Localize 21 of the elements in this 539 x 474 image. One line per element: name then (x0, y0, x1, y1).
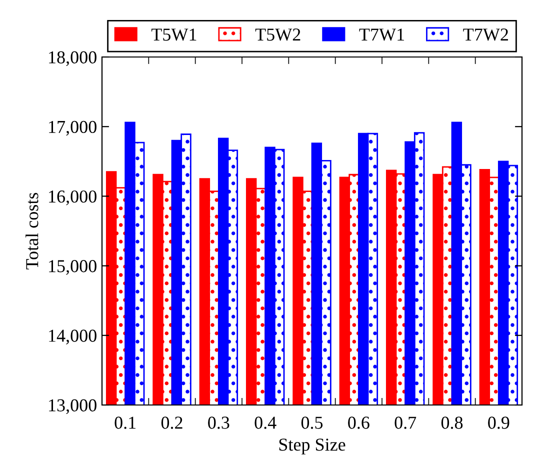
y-axis-title: Total costs (26, 192, 38, 270)
x-tick-label: 0.7 (394, 416, 416, 429)
legend-label: T7W1 (359, 28, 404, 41)
x-axis-title: Step Size (279, 438, 346, 454)
y-tick-label: 14,000 (49, 330, 96, 344)
legend-label: T7W2 (463, 28, 508, 41)
y-tick-label: 13,000 (49, 399, 96, 414)
x-tick-label: 0.9 (488, 416, 510, 429)
y-tick-label: 18,000 (49, 51, 96, 66)
x-tick-label: 0.4 (254, 416, 276, 429)
y-tick-label: 17,000 (49, 120, 96, 136)
x-tick-label: 0.3 (208, 416, 230, 429)
x-tick-label: 0.5 (301, 416, 323, 429)
x-tick-label: 0.6 (348, 416, 370, 429)
x-tick-label: 0.8 (441, 416, 463, 429)
x-tick-label: 0.1 (114, 416, 136, 429)
legend-label: T5W1 (151, 28, 196, 41)
x-tick-label: 0.2 (161, 416, 182, 429)
y-tick-label: 15,000 (49, 260, 96, 275)
legend-label: T5W2 (255, 28, 300, 41)
y-tick-label: 16,000 (49, 190, 96, 206)
